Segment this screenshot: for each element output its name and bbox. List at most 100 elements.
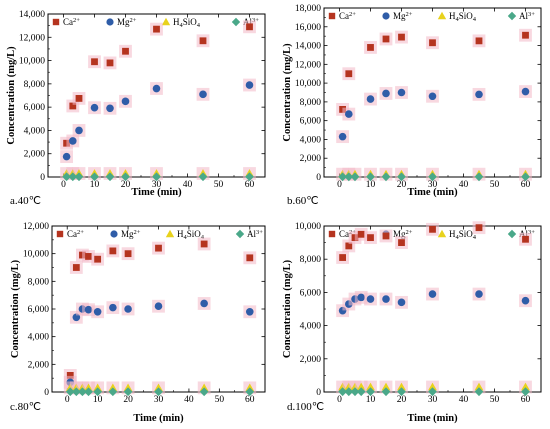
y-tick-label: 0 xyxy=(44,388,49,398)
legend-label-mg: Mg2+ xyxy=(117,17,137,27)
al-point xyxy=(474,387,484,397)
legend-label-h4sio4: H4SiO4 xyxy=(173,17,201,29)
h4sio4-point xyxy=(521,382,530,391)
ca-point xyxy=(475,37,483,45)
x-tick-label: 0 xyxy=(65,395,70,405)
mg-point xyxy=(521,87,530,96)
ca-point xyxy=(382,35,390,43)
ca-point xyxy=(246,23,253,31)
legend-label-h4sio4: H4SiO4 xyxy=(177,229,205,241)
legend-base: H xyxy=(177,229,184,239)
y-tick-label: 4,000 xyxy=(24,126,46,136)
ca-point xyxy=(124,250,132,258)
legend-label-ca: Ca2+ xyxy=(339,11,356,21)
legend-sup: 3+ xyxy=(256,229,263,236)
al-point xyxy=(381,172,391,182)
ca-point xyxy=(398,239,405,246)
ca-point xyxy=(200,240,208,248)
ca-point xyxy=(522,31,529,39)
x-tick-label: 60 xyxy=(245,395,255,405)
al-point xyxy=(366,172,375,182)
al-point xyxy=(123,387,133,397)
mg-point xyxy=(200,299,208,308)
ca-point xyxy=(66,372,74,379)
al-point xyxy=(521,387,530,397)
x-tick-label: 0 xyxy=(337,180,342,190)
ca-point xyxy=(69,102,77,110)
h4sio4-point xyxy=(397,382,406,391)
legend-sup: 2+ xyxy=(134,229,141,236)
al-point xyxy=(428,172,437,182)
y-tick-label: 12,000 xyxy=(19,33,45,43)
ca-point xyxy=(522,235,529,243)
panel-3: 0 10 20 30 40 50 60 0 2,000 4,000 6,000 8,000 10,000… xyxy=(10,222,266,424)
y-tick-label: 16,000 xyxy=(295,23,321,33)
legend-label-mg: Mg2+ xyxy=(393,11,413,21)
h4sio4-point xyxy=(356,382,366,391)
al-point xyxy=(338,387,347,397)
al-point xyxy=(350,387,360,397)
x-tick-label: 20 xyxy=(397,180,407,190)
al-point xyxy=(78,387,87,397)
ca-point xyxy=(328,230,336,238)
legend-label-h4sio4: H4SiO4 xyxy=(449,11,477,23)
h4sio4-point xyxy=(381,382,391,391)
y-tick-label: 4,000 xyxy=(300,135,322,145)
al-point xyxy=(356,387,366,397)
al-point xyxy=(381,387,391,397)
x-tick-label: 0 xyxy=(337,395,342,405)
mg-point xyxy=(84,305,93,314)
y-tick-label: 10,000 xyxy=(295,222,321,232)
legend-label-ca: Ca2+ xyxy=(63,17,80,27)
data-points xyxy=(63,237,257,397)
al-point xyxy=(93,387,103,397)
panel-4: 0 10 20 30 40 50 60 0 2,000 4,000 6,000 8,000 10,000… xyxy=(282,221,542,424)
y-tick-label: 10,000 xyxy=(19,57,45,67)
mg-point xyxy=(428,92,437,101)
y-axis-label: Concentration (mg/L) xyxy=(282,259,293,358)
mg-point xyxy=(109,303,117,312)
al-point xyxy=(507,229,517,239)
mg-point xyxy=(110,230,118,238)
mg-point xyxy=(345,110,353,118)
mg-point xyxy=(124,305,132,313)
al-point xyxy=(366,387,375,397)
legend-base: Mg xyxy=(393,11,406,21)
mg-point xyxy=(152,84,161,93)
legend-sub: 4 xyxy=(456,16,460,23)
mg-point xyxy=(245,81,254,89)
al-point xyxy=(344,387,354,397)
x-tick-label: 40 xyxy=(183,180,193,190)
x-tick-label: 50 xyxy=(490,395,500,405)
mg-point xyxy=(366,295,375,303)
mg-point xyxy=(397,298,406,307)
mg-point xyxy=(338,132,347,141)
y-tick-label: 0 xyxy=(316,173,321,183)
al-point xyxy=(121,172,130,182)
legend-sup: 2+ xyxy=(77,229,84,236)
panel-1: 0 10 20 30 40 50 60 0 2,000 4,000 6,000 8,000 10,000… xyxy=(6,10,266,207)
y-tick-label: 8,000 xyxy=(300,255,322,265)
legend-label-h4sio4: H4SiO4 xyxy=(449,229,477,241)
al-point xyxy=(108,387,118,397)
x-tick-label: 10 xyxy=(90,180,100,190)
al-point xyxy=(344,172,354,182)
x-tick-label: 50 xyxy=(215,395,225,405)
legend-sub: 4 xyxy=(473,234,477,241)
al-point xyxy=(105,172,115,182)
mg-point xyxy=(382,89,390,98)
y-tick-label: 2,000 xyxy=(300,154,322,164)
panel-2: 0 10 20 30 40 50 60 0 2,000 4,000 6,000 8,000 10,000… xyxy=(282,4,542,207)
ca-point xyxy=(153,25,160,33)
legend-sup: 2+ xyxy=(130,17,137,24)
x-axis-label: Time (min) xyxy=(407,187,458,198)
al-point xyxy=(90,172,99,182)
legend-base: Mg xyxy=(393,229,406,239)
ca-point xyxy=(345,70,353,78)
legend-base: H xyxy=(173,17,180,27)
y-tick-label: 6,000 xyxy=(300,288,322,298)
h4sio4-point xyxy=(437,11,447,20)
ca-point xyxy=(339,254,346,261)
